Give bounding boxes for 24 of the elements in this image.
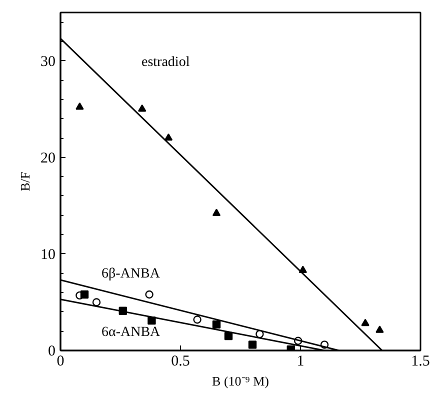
point [138,104,146,112]
point [248,340,257,349]
x-tick-label: 0.5 [171,354,190,370]
y-tick-label: 20 [40,150,56,166]
x-tick-label: 1 [296,354,304,370]
series-label: 6β-ANBA [102,266,161,282]
point [361,318,370,326]
point [164,133,173,141]
series-label: 6α-ANBA [102,324,162,340]
y-tick-label: 30 [40,54,56,70]
point [193,316,202,324]
point [80,290,89,299]
y-axis-title: B/F [18,172,32,192]
point [92,298,101,306]
point [76,102,84,110]
x-tick-label: 1.5 [411,354,430,370]
point [376,326,384,333]
point [212,208,221,216]
point [145,290,154,299]
y-tick-label: 0 [48,344,56,360]
text: estradiol [142,55,190,70]
y-tick-label: 10 [40,246,56,263]
point [212,320,221,329]
x-axis-title: B (10⁻⁹ M) [212,374,269,388]
